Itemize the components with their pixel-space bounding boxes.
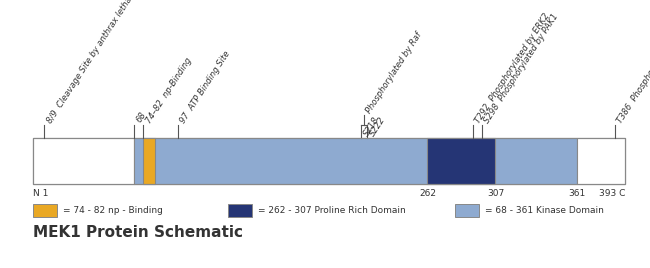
Bar bbox=[144, 138, 155, 184]
Bar bbox=[135, 138, 577, 184]
Bar bbox=[428, 138, 495, 184]
Text: S218: S218 bbox=[361, 115, 381, 138]
Text: 307: 307 bbox=[487, 189, 504, 198]
Bar bbox=[577, 138, 625, 184]
Text: MEK1 Protein Schematic: MEK1 Protein Schematic bbox=[33, 225, 243, 240]
Bar bbox=[33, 138, 625, 184]
Text: = 262 - 307 Proline Rich Domain: = 262 - 307 Proline Rich Domain bbox=[258, 206, 406, 215]
Text: T292  Phosphorylated by ERK2: T292 Phosphorylated by ERK2 bbox=[473, 11, 552, 125]
Bar bbox=[454, 204, 479, 217]
Text: 361: 361 bbox=[568, 189, 586, 198]
Text: 97  ATP Binding Site: 97 ATP Binding Site bbox=[179, 49, 233, 125]
Text: Phosphorylated by Raf: Phosphorylated by Raf bbox=[365, 30, 424, 114]
Text: = 68 - 361 Kinase Domain: = 68 - 361 Kinase Domain bbox=[485, 206, 604, 215]
Text: S222: S222 bbox=[368, 115, 387, 138]
Bar bbox=[33, 138, 625, 184]
Text: 68: 68 bbox=[135, 111, 148, 125]
Text: S298  Phosphorylated by PAK1: S298 Phosphorylated by PAK1 bbox=[482, 12, 560, 125]
Text: N 1: N 1 bbox=[33, 189, 49, 198]
Text: 393 C: 393 C bbox=[599, 189, 625, 198]
Text: T386  Phosphorylated by ERK2: T386 Phosphorylated by ERK2 bbox=[616, 11, 650, 125]
Text: 8/9  Cleavage Site by anthrax lethal factor: 8/9 Cleavage Site by anthrax lethal fact… bbox=[46, 0, 150, 125]
Text: 74–82  np-Binding: 74–82 np-Binding bbox=[144, 55, 193, 125]
Bar bbox=[228, 204, 252, 217]
Text: = 74 - 82 np - Binding: = 74 - 82 np - Binding bbox=[63, 206, 163, 215]
Bar bbox=[33, 204, 57, 217]
Text: 262: 262 bbox=[419, 189, 436, 198]
Bar bbox=[33, 138, 135, 184]
